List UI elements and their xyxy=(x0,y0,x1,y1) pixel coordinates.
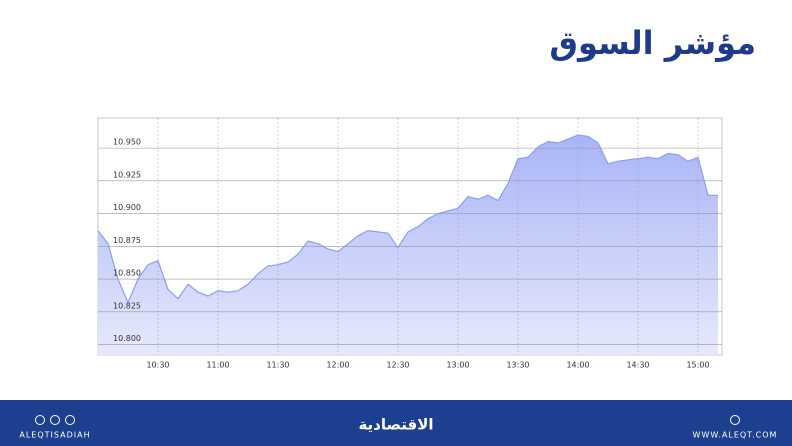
y-tick-label: 10.800 xyxy=(113,334,141,343)
x-tick-label: 15:00 xyxy=(686,361,709,370)
footer-brand: الاقتصادية xyxy=(358,416,433,434)
web-icon xyxy=(730,415,740,425)
x-tick-label: 12:00 xyxy=(326,361,349,370)
plot: 10.800 10.825 10.850 10.875 10.900 10.925 10.9… xyxy=(97,117,723,370)
y-tick-label: 10.925 xyxy=(113,170,141,179)
x-tick-label: 14:30 xyxy=(626,361,649,370)
x-tick-label: 13:30 xyxy=(506,361,529,370)
footer-band xyxy=(0,400,792,446)
social-icons xyxy=(35,415,75,425)
x-tick-label: 13:00 xyxy=(446,361,469,370)
x-tick-label: 14:00 xyxy=(566,361,589,370)
x-tick-label: 11:00 xyxy=(206,361,229,370)
y-tick-label: 10.825 xyxy=(113,301,141,310)
footer-handle: ALEQTISADIAH xyxy=(19,431,90,440)
x-tick-label: 10:30 xyxy=(146,361,169,370)
area-line xyxy=(97,134,718,305)
x-tick-label: 11:30 xyxy=(266,361,289,370)
footer-website: WWW.ALEQT.COM xyxy=(693,431,778,440)
y-tick-label: 10.900 xyxy=(113,203,141,212)
x-tick-label: 12:30 xyxy=(386,361,409,370)
chart-title: مؤشر السوق xyxy=(549,24,756,62)
y-tick-label: 10.850 xyxy=(113,269,141,278)
area-fill xyxy=(98,135,718,355)
y-tick-label: 10.950 xyxy=(113,138,141,147)
y-tick-label: 10.875 xyxy=(113,236,141,245)
